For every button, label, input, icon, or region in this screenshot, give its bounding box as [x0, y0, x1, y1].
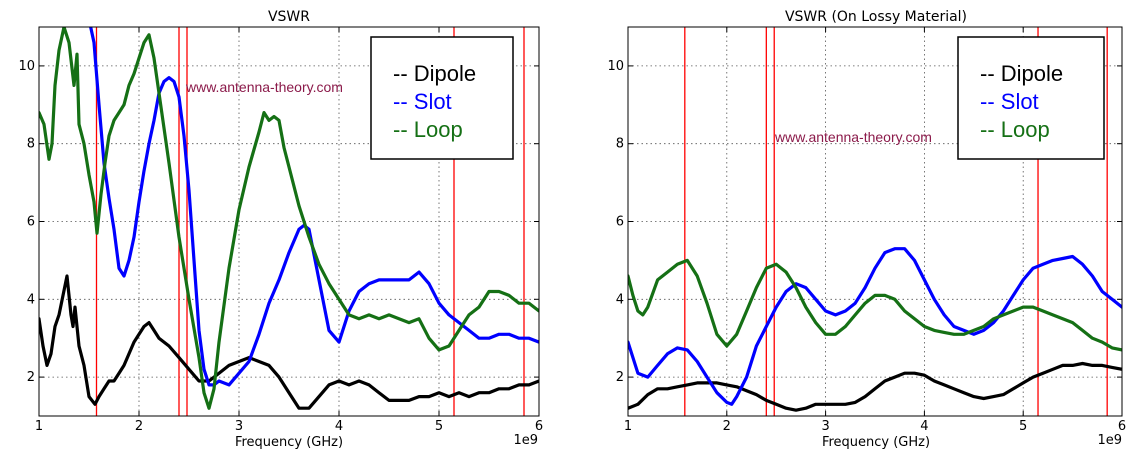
x-tick-label: 6: [1118, 419, 1126, 434]
chart-title: VSWR (On Lossy Material): [785, 9, 967, 25]
y-tick-label: 10: [607, 59, 624, 74]
x-tick-label: 6: [535, 419, 543, 434]
x-axis-multiplier: 1e9: [513, 433, 538, 448]
series-line-slot: [628, 247, 1122, 406]
y-tick-label: 8: [616, 137, 624, 152]
watermark-annotation: www.antenna-theory.com: [774, 129, 932, 145]
series-line-dipole: [39, 274, 539, 410]
y-tick-label: 6: [27, 215, 35, 230]
legend-entry-loop: -- Loop: [980, 117, 1050, 142]
x-tick-label: 4: [335, 419, 343, 434]
legend-entry-dipole: -- Dipole: [980, 61, 1063, 86]
legend-box: [957, 36, 1105, 160]
chart-vswr: VSWR Frequency (GHz) 1e9 1 2 3 4 5 6 2 4 6 8 10 www…: [18, 9, 543, 450]
y-tick-label: 2: [27, 370, 35, 385]
x-tick-label: 5: [435, 419, 443, 434]
x-axis-multiplier: 1e9: [1097, 433, 1122, 448]
chart-title: VSWR: [268, 9, 310, 25]
x-tick-label: 1: [624, 419, 632, 434]
x-tick-label: 5: [1019, 419, 1027, 434]
legend-box: [370, 36, 514, 160]
legend-entry-loop: -- Loop: [393, 117, 463, 142]
y-tick-label: 2: [616, 370, 624, 385]
series-line-slot: [89, 27, 539, 387]
series-line-loop: [39, 27, 539, 410]
chart-vswr-lossy: VSWR (On Lossy Material) Frequency (GHz)…: [607, 9, 1126, 450]
y-tick-label: 4: [616, 292, 624, 307]
y-tick-label: 6: [616, 215, 624, 230]
series-line-loop: [628, 258, 1122, 352]
y-tick-label: 10: [18, 59, 35, 74]
x-axis-label: Frequency (GHz): [822, 435, 930, 450]
x-tick-label: 4: [920, 419, 928, 434]
legend-entry-slot: -- Slot: [393, 89, 452, 114]
x-tick-label: 2: [135, 419, 143, 434]
x-tick-label: 3: [821, 419, 829, 434]
x-axis-label: Frequency (GHz): [235, 435, 343, 450]
watermark-annotation: www.antenna-theory.com: [185, 79, 343, 95]
x-tick-label: 2: [723, 419, 731, 434]
legend-entry-slot: -- Slot: [980, 89, 1039, 114]
x-tick-label: 1: [35, 419, 43, 434]
y-tick-label: 4: [27, 292, 35, 307]
legend-entry-dipole: -- Dipole: [393, 61, 476, 86]
y-tick-label: 8: [27, 137, 35, 152]
x-tick-label: 3: [235, 419, 243, 434]
